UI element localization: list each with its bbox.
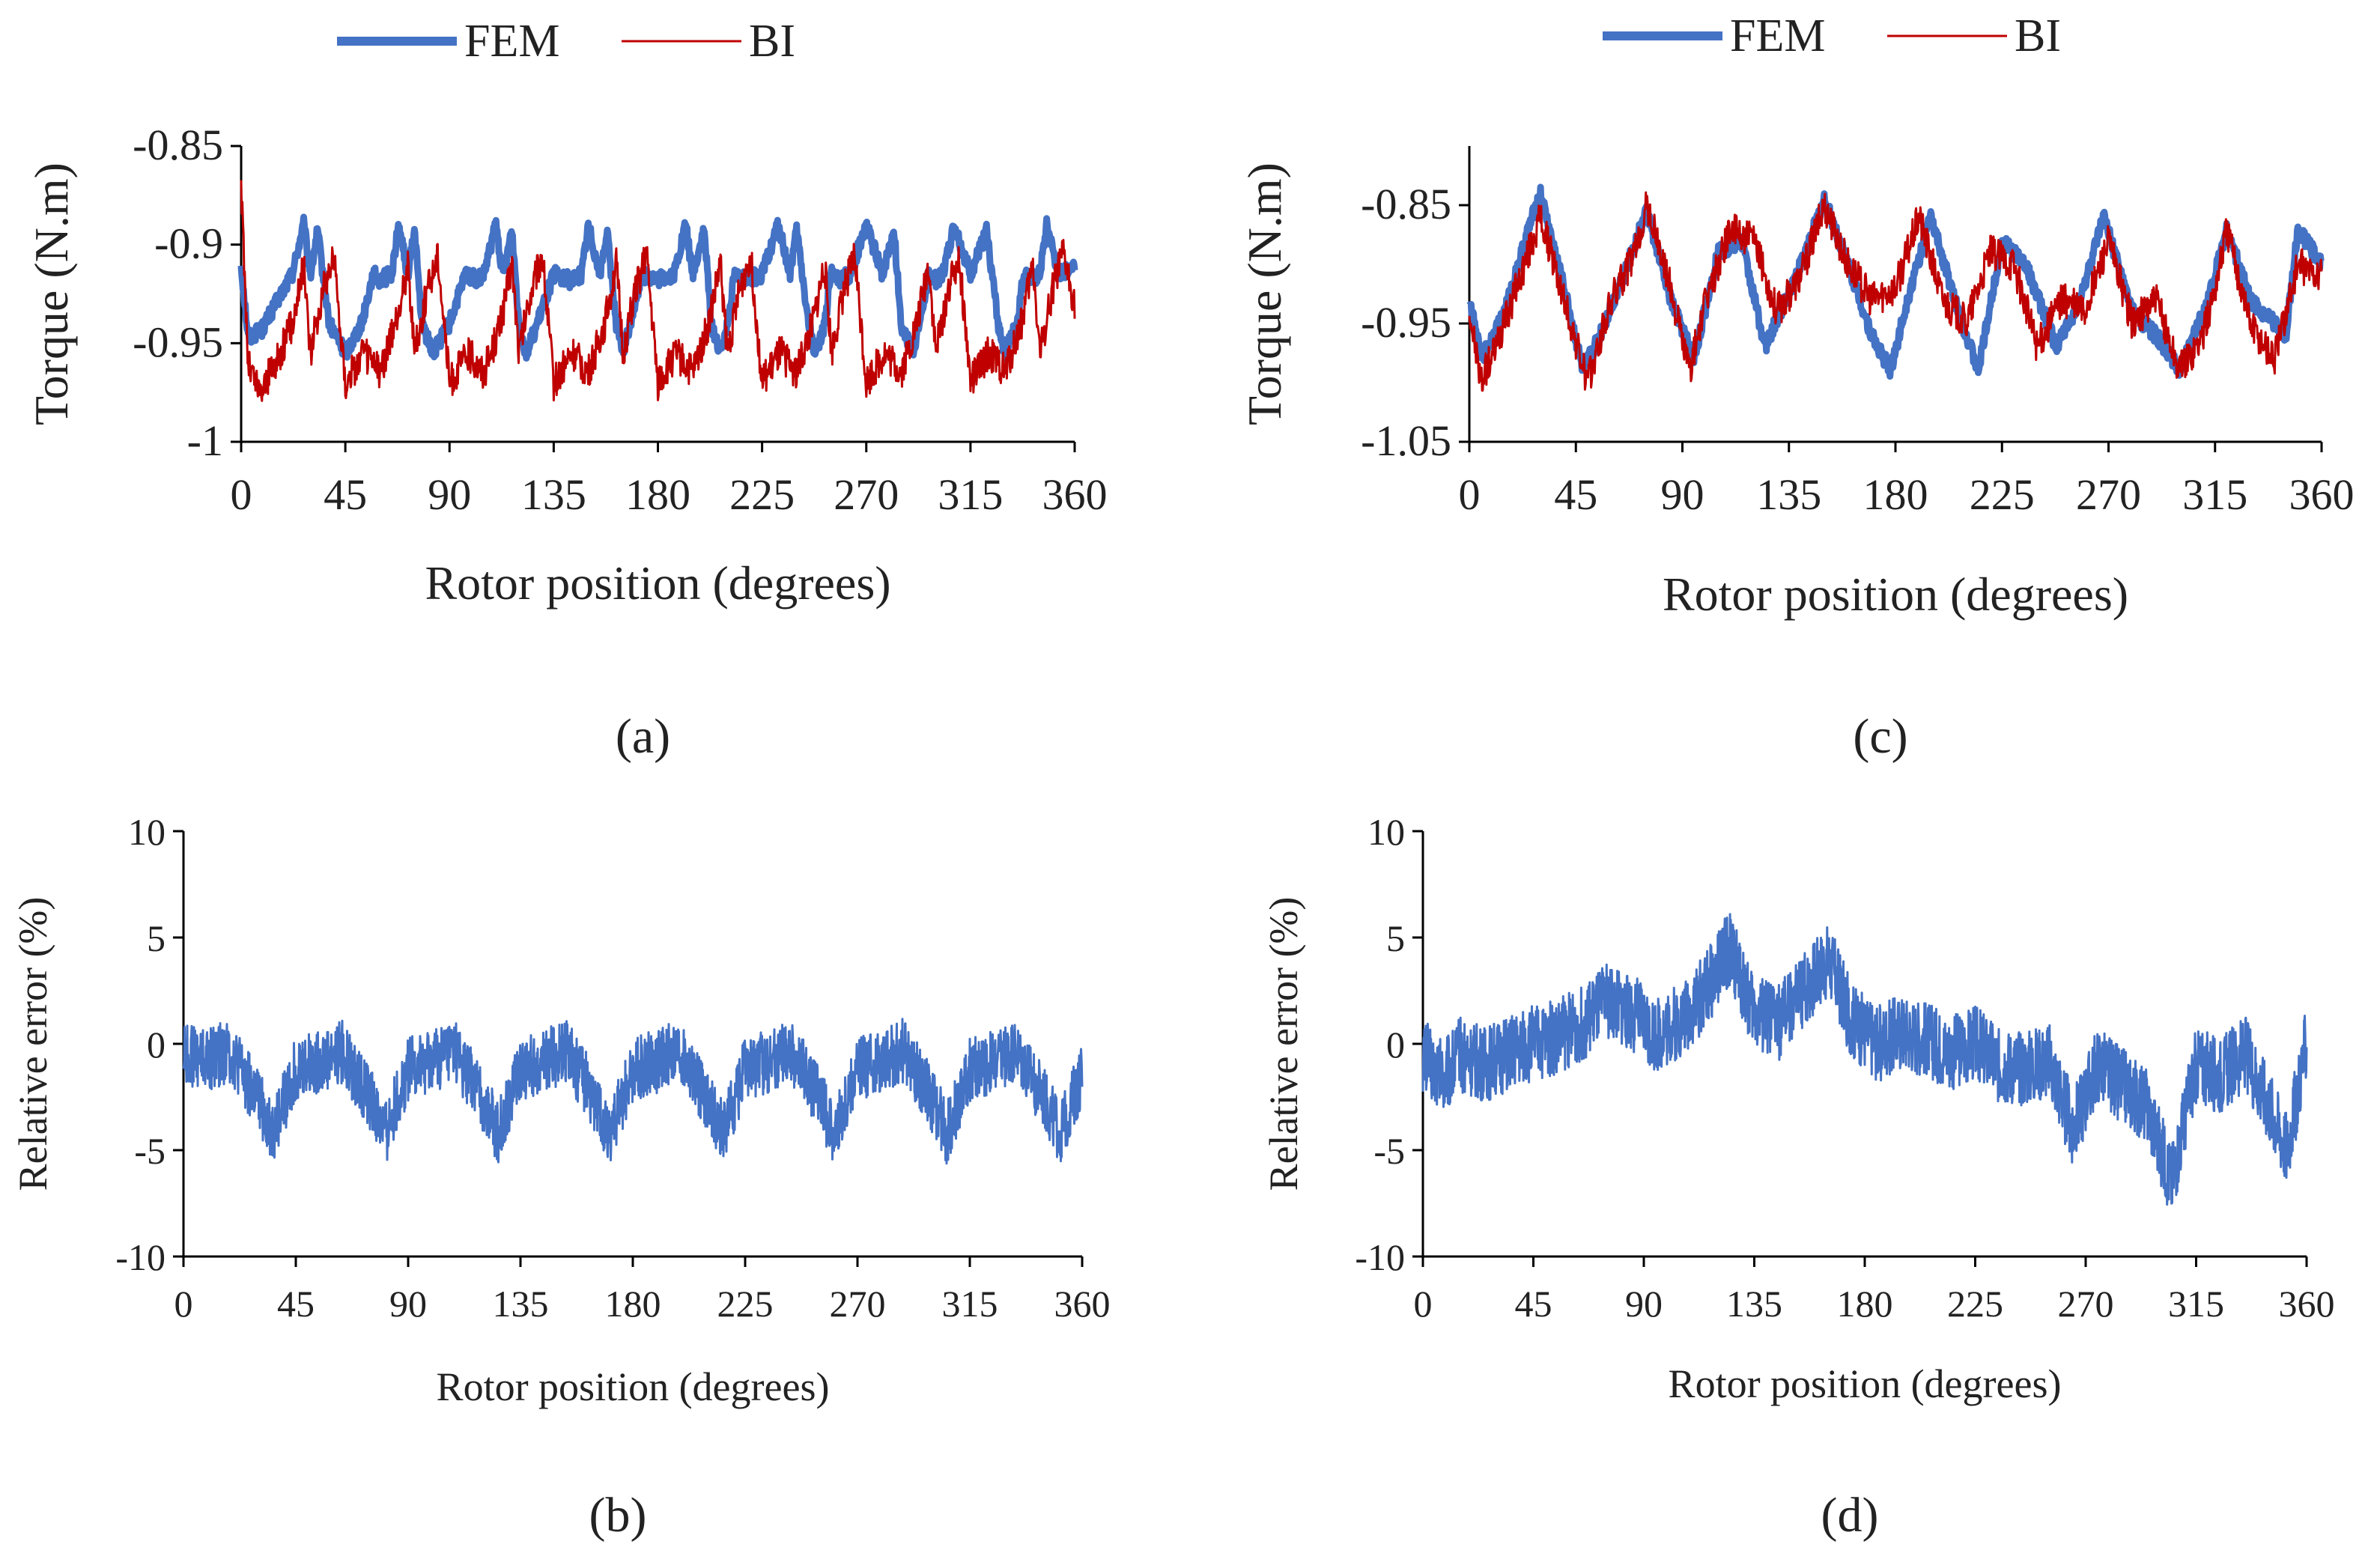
x-tick-label: 360 [2289,470,2355,519]
y-tick-label: -0.85 [133,121,223,169]
y-tick-label: -1.05 [1361,416,1451,465]
x-axis-title: Rotor position (degrees) [1669,1361,2062,1406]
x-tick-label: 90 [389,1283,427,1325]
series-line-relative-error [182,1018,1084,1165]
y-axis-title: Torque (N.m) [25,162,78,425]
y-tick-label: 0 [1386,1024,1405,1066]
x-tick-label: 90 [428,470,471,519]
x-tick-label: 315 [2168,1283,2224,1325]
y-tick-label: -5 [1373,1130,1405,1172]
x-tick-label: 135 [1726,1283,1782,1325]
legend-label-bi: BI [2015,10,2061,61]
x-tick-label: 0 [174,1283,193,1325]
series-line-bi [1468,191,2323,392]
x-tick-label: 0 [231,470,252,519]
y-axis-title: Relative error (%) [1261,897,1306,1191]
x-axis-title: Rotor position (degrees) [437,1364,830,1409]
x-tick-label: 270 [830,1283,886,1325]
y-tick-label: -10 [115,1236,166,1278]
x-axis-title: Rotor position (degrees) [425,556,890,610]
y-axis-title: Torque (N.m) [1238,162,1291,425]
x-tick-label: 135 [521,470,586,519]
x-tick-label: 225 [717,1283,774,1325]
chart-d: 0 45 90 135 180 225 270 315 360 10 5 0 -5 -10 Rotor po… [1261,811,2335,1543]
x-tick-label: 45 [1515,1283,1552,1325]
series-line-relative-error [1421,913,2308,1206]
x-tick-label: 90 [1625,1283,1663,1325]
legend-label-bi: BI [749,16,795,67]
panel-label: (a) [616,709,670,764]
legend-label-fem: FEM [1730,10,1825,61]
y-tick-label: -10 [1355,1236,1405,1278]
x-tick-label: 45 [277,1283,315,1325]
x-tick-label: 225 [729,470,795,519]
x-tick-label: 180 [625,470,690,519]
chart-a: 0 45 90 135 180 225 270 315 360 -0.85 -0.9 -0.95 -1 R… [25,16,1108,764]
y-tick-label: 10 [1367,811,1405,853]
x-tick-label: 135 [493,1283,549,1325]
x-tick-label: 90 [1661,470,1704,519]
x-tick-label: 225 [1947,1283,2003,1325]
y-tick-label: 5 [1386,917,1405,959]
x-tick-label: 315 [938,470,1003,519]
x-tick-label: 270 [2058,1283,2114,1325]
legend: FEM BI [337,16,795,67]
x-tick-label: 180 [605,1283,661,1325]
y-axis-title: Relative error (%) [10,897,55,1191]
x-tick-label: 45 [324,470,367,519]
panel-label: (d) [1821,1488,1879,1543]
x-tick-label: 180 [1863,470,1928,519]
legend: FEM BI [1603,10,2061,61]
x-tick-label: 270 [2076,470,2141,519]
x-tick-label: 135 [1756,470,1821,519]
x-tick-label: 180 [1837,1283,1893,1325]
y-tick-label: 10 [128,811,166,853]
x-tick-label: 45 [1554,470,1597,519]
chart-c: 0 45 90 135 180 225 270 315 360 -0.85 -0.95 -1.05 Ro… [1238,10,2355,764]
x-tick-label: 315 [942,1283,998,1325]
x-tick-label: 315 [2182,470,2247,519]
y-tick-label: -0.85 [1361,180,1451,228]
panel-label: (c) [1853,709,1907,764]
y-tick-label: -5 [134,1130,166,1172]
chart-b: 0 45 90 135 180 225 270 315 360 10 5 0 -5 -10 Rotor po… [10,811,1111,1543]
x-tick-label: 360 [1042,470,1108,519]
y-tick-label: -0.95 [133,317,223,366]
panel-label: (b) [589,1488,647,1543]
series-line-bi [240,180,1076,402]
legend-label-fem: FEM [464,16,559,67]
x-tick-label: 0 [1459,470,1481,519]
y-tick-label: -0.95 [1361,298,1451,347]
y-tick-label: 5 [147,917,166,959]
x-tick-label: 360 [2279,1283,2335,1325]
y-tick-label: -0.9 [154,219,223,268]
x-tick-label: 360 [1054,1283,1111,1325]
y-tick-label: -1 [187,416,223,465]
x-tick-label: 0 [1414,1283,1433,1325]
x-axis-title: Rotor position (degrees) [1663,568,2128,621]
series-line-fem [237,213,1078,362]
x-tick-label: 270 [834,470,899,519]
x-tick-label: 225 [1970,470,2035,519]
y-tick-label: 0 [147,1024,166,1066]
